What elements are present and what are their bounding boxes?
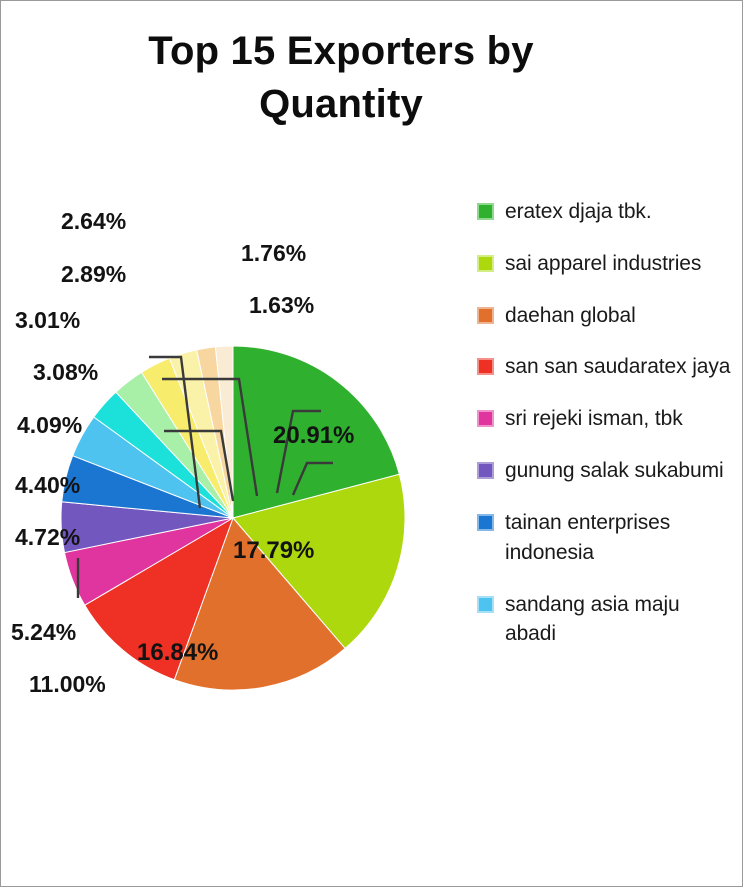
slice-data-label: 20.91% [273, 422, 355, 449]
slice-data-label: 17.79% [233, 537, 315, 564]
legend-item-label: eratex djaja tbk. [505, 200, 652, 223]
slice-data-label: 3.08% [33, 359, 99, 385]
slice-data-label: 4.09% [17, 412, 83, 438]
legend-item-label: daehan global [505, 303, 636, 327]
legend-item-label: sai apparel industries [505, 251, 702, 275]
legend-item-label: sri rejeki isman, tbk [505, 407, 683, 431]
legend-item[interactable]: eratex djaja tbk. [477, 197, 732, 227]
pie-slice[interactable] [84, 516, 234, 681]
pie-graphic [60, 345, 406, 691]
legend-item[interactable]: daehan global [477, 301, 732, 331]
slice-data-label: 1.76% [241, 240, 307, 266]
slice-data-label: 16.84% [137, 639, 219, 666]
slice-data-label: 2.89% [61, 261, 127, 287]
legend-color-swatch [477, 254, 494, 272]
legend-item-label: tainan enterprises indonesia [505, 510, 671, 564]
legend-color-swatch [477, 410, 494, 428]
plot-area: 20.91% 17.79% 16.84% 11.00% 5.24% 4.72% 4.40% 4… [1, 171, 471, 871]
slice-data-label: 4.40% [15, 472, 81, 498]
page-title: Top 15 Exporters by Quantity [71, 25, 611, 131]
legend-item[interactable]: sai apparel industries [477, 249, 732, 279]
legend-item-label: sandang asia maju abadi [505, 592, 680, 646]
legend-item[interactable]: gunung salak sukabumi [477, 456, 732, 486]
legend-item[interactable]: sri rejeki isman, tbk [477, 404, 732, 434]
pie-slices [60, 345, 406, 691]
legend-item[interactable]: san san saudaratex jaya [477, 352, 732, 382]
legend-color-swatch [477, 513, 494, 531]
slice-data-label: 3.01% [15, 307, 81, 333]
slice-data-label: 5.24% [11, 619, 77, 645]
legend-color-swatch [477, 203, 494, 220]
slice-data-label: 11.00% [29, 671, 106, 697]
legend-color-swatch [477, 306, 494, 324]
legend-item[interactable]: sandang asia maju abadi [477, 590, 732, 650]
leader-line-2-89 [164, 429, 235, 502]
legend-item[interactable]: tainan enterprises indonesia [477, 508, 732, 568]
legend-item-label: san san saudaratex jaya [505, 355, 731, 379]
leader-line-1-63 [291, 461, 333, 496]
chart-title-line-1: Top 15 Exporters by [148, 29, 534, 73]
leader-line-3-01 [149, 355, 202, 509]
chart-title-line-2: Quantity [259, 81, 423, 126]
legend-color-swatch [477, 358, 494, 376]
leader-line-1-76 [275, 409, 321, 494]
legend-color-swatch [477, 462, 494, 480]
slice-data-label: 2.64% [61, 208, 127, 234]
slice-data-label: 1.63% [249, 292, 315, 318]
legend-color-swatch [477, 595, 494, 613]
legend-item-label: gunung salak sukabumi [505, 459, 724, 483]
pie-slice[interactable] [232, 345, 400, 519]
slice-data-label: 4.72% [15, 524, 81, 550]
pie-slice[interactable] [232, 473, 406, 650]
legend: eratex djaja tbk. sai apparel industries d… [477, 197, 732, 671]
leader-line-2-64 [162, 377, 259, 497]
pie-slice[interactable] [173, 517, 346, 691]
leader-lines [76, 355, 333, 598]
